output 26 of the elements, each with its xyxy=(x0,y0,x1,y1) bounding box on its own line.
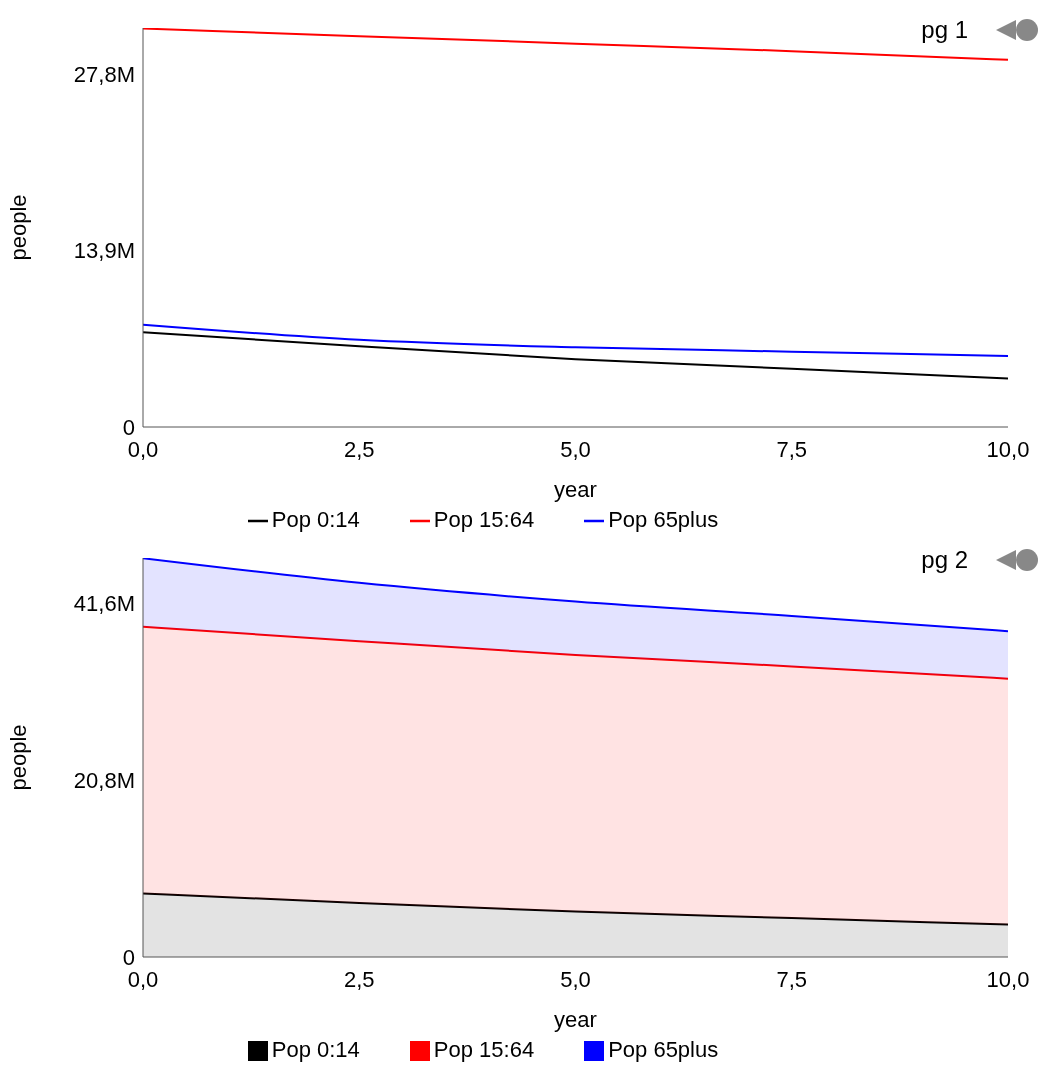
line-series xyxy=(143,323,1008,357)
y-tick-label: 41,6M xyxy=(73,590,135,616)
x-tick-label: 2,5 xyxy=(343,436,375,462)
legend-label: Pop 15:64 xyxy=(433,507,535,532)
legend-label: Pop 0:14 xyxy=(271,1037,360,1062)
line-series xyxy=(143,331,1008,380)
x-axis-title: year xyxy=(554,477,597,502)
y-tick-label: 13,9M xyxy=(73,238,135,264)
y-tick-label: 27,8M xyxy=(73,61,135,87)
annotation: pg 1 xyxy=(921,16,968,44)
annotation: pg 2 xyxy=(921,546,968,574)
y-tick-label: 20,8M xyxy=(73,767,135,793)
legend-label: Pop 65plus xyxy=(608,507,719,532)
x-tick-label: 10,0 xyxy=(986,436,1030,462)
y-axis-title: people xyxy=(5,724,31,791)
legend-label: Pop 65plus xyxy=(608,1037,719,1062)
x-tick-label: 7,5 xyxy=(776,436,808,462)
x-tick-label: 2,5 xyxy=(343,966,375,992)
x-tick-label: 7,5 xyxy=(776,966,808,992)
x-axis-title: year xyxy=(554,1007,597,1032)
x-tick-label: 10,0 xyxy=(986,966,1030,992)
x-tick-label: 5,0 xyxy=(560,436,591,462)
x-tick-label: 5,0 xyxy=(560,966,591,992)
legend-label: Pop 15:64 xyxy=(433,1037,535,1062)
y-axis-title: people xyxy=(5,194,31,261)
legend-label: Pop 0:14 xyxy=(271,507,360,532)
